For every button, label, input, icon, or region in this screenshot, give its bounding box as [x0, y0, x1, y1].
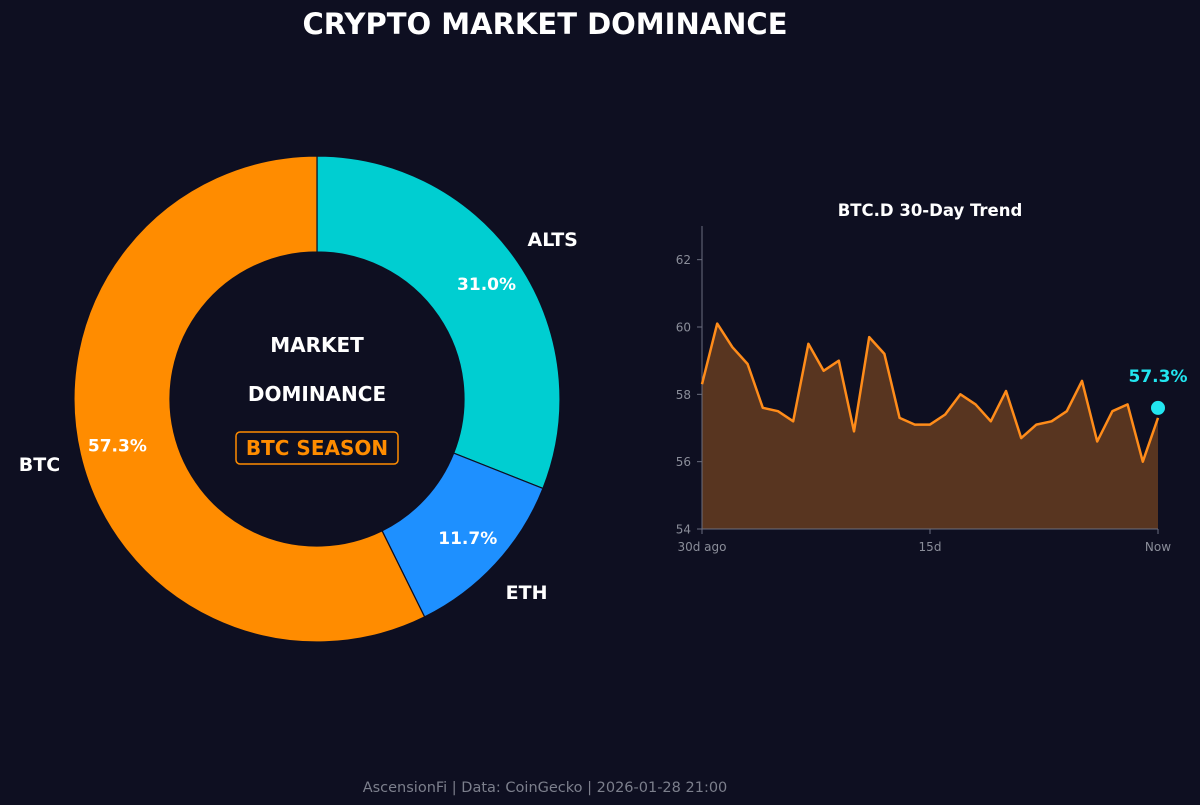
chart-title: CRYPTO MARKET DOMINANCE [302, 7, 787, 41]
x-tick-label: 30d ago [677, 540, 726, 554]
donut-chart: 31.0% ALTS 11.7% ETH 57.3% BTC MARKET DOMINAN… [19, 155, 578, 643]
trend-line [700, 322, 1160, 463]
btc-season-badge-box [235, 431, 399, 465]
donut-label-btc: BTC [19, 454, 60, 476]
y-tick-label: 62 [676, 253, 691, 267]
y-ticks: 54 56 58 60 62 [676, 253, 702, 537]
donut-label-eth: ETH [506, 582, 548, 604]
trend-area [702, 323, 1158, 529]
donut-label-alts: ALTS [528, 229, 578, 251]
donut-center-line1: MARKET [270, 333, 364, 357]
trend-chart: BTC.D 30-Day Trend 54 56 58 60 62 30d ago 15d… [676, 201, 1188, 554]
donut-slice-alts [316, 155, 561, 490]
donut-pct-eth: 11.7% [438, 529, 497, 549]
trend-title: BTC.D 30-Day Trend [838, 201, 1023, 220]
y-tick-label: 58 [676, 388, 691, 402]
btc-season-badge: BTC SEASON [246, 436, 388, 460]
x-tick-label: 15d [919, 540, 942, 554]
donut-pct-alts: 31.0% [457, 275, 516, 295]
donut-labels: 31.0% ALTS 11.7% ETH 57.3% BTC [19, 229, 578, 604]
x-tick-label: Now [1145, 540, 1171, 554]
footer: AscensionFi | Data: CoinGecko | 2026-01-… [363, 780, 728, 796]
x-ticks: 30d ago 15d Now [677, 529, 1171, 554]
y-tick-label: 60 [676, 321, 691, 335]
trend-last-label: 57.3% [1129, 367, 1188, 387]
y-tick-label: 54 [676, 523, 691, 537]
donut-center-line2: DOMINANCE [248, 382, 386, 406]
trend-last-marker [1151, 400, 1165, 415]
y-tick-label: 56 [676, 455, 691, 469]
donut-slices [73, 155, 561, 643]
donut-slice-btc [73, 155, 426, 643]
donut-pct-btc: 57.3% [88, 437, 147, 457]
